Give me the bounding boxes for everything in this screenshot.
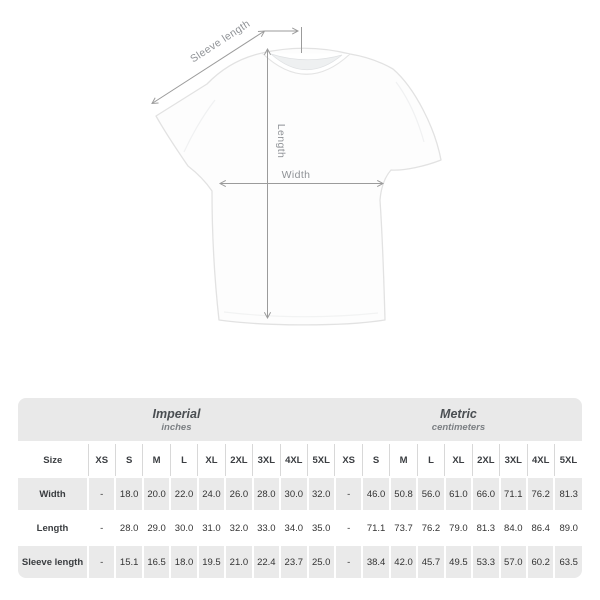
width-label: Width	[282, 169, 311, 181]
size-col-header: 2XL	[471, 442, 500, 477]
measurement-value-cell: 76.2	[525, 476, 555, 511]
size-col-header: XL	[197, 442, 226, 477]
measurement-row-label: Sleeve length	[18, 544, 88, 578]
size-col-header: XL	[444, 442, 473, 477]
metric-title: Metric	[440, 406, 477, 421]
size-col-header: 4XL	[526, 442, 555, 477]
measurement-value-cell: 28.0	[114, 510, 143, 545]
measurement-value-cell: -	[86, 476, 116, 511]
measurement-value-cell: 32.0	[224, 510, 253, 545]
sleeve-length-arrow	[151, 27, 302, 105]
measurement-row: Length -28.0 29.0 30.0 31.0 32.0 33.0 34.0 35.0-…	[18, 510, 582, 545]
measurement-value-cell: 61.0	[443, 476, 473, 511]
measurement-value-cell: 22.0	[169, 476, 198, 511]
size-col-header: M	[142, 442, 171, 477]
measurement-value-cell: 19.5	[196, 544, 226, 578]
measurement-value-cell: 33.0	[251, 510, 281, 545]
size-col-header: XS	[87, 442, 116, 477]
measurement-value-cell: 31.0	[196, 510, 226, 545]
size-col-header: M	[389, 442, 418, 477]
size-col-header: S	[361, 442, 390, 477]
measurement-value-cell: 45.7	[416, 544, 445, 578]
measurement-value-cell: 50.8	[388, 476, 418, 511]
measurement-value-cell: -	[86, 510, 116, 545]
size-table: Imperial inches Metric centimeters Size …	[18, 398, 582, 578]
measurement-value-cell: 84.0	[498, 510, 527, 545]
size-column-header: Size	[18, 442, 88, 477]
measurement-value-cell: 60.2	[525, 544, 555, 578]
measurement-row: Sleeve length -15.1 16.5 18.0 19.5 21.0 22.4 23…	[18, 544, 582, 578]
measurement-value-cell: 20.0	[141, 476, 171, 511]
measurement-value-cell: 26.0	[224, 476, 253, 511]
measurement-row: Width -18.0 20.0 22.0 24.0 26.0 28.0 30.0 32.0-4…	[18, 476, 582, 511]
size-col-header: 3XL	[499, 442, 527, 477]
measurement-value-cell: 89.0	[553, 510, 582, 545]
size-col-header: 3XL	[252, 442, 281, 477]
measurement-value-cell: 15.1	[114, 544, 143, 578]
measurement-value-cell: 18.0	[114, 476, 143, 511]
size-col-header: 4XL	[279, 442, 308, 477]
measurement-value-cell: 66.0	[471, 476, 500, 511]
measurement-value-cell: 32.0	[306, 476, 335, 511]
measurement-value-cell: 18.0	[169, 544, 198, 578]
measurement-value-cell: 34.0	[279, 510, 308, 545]
measurement-value-cell: 73.7	[388, 510, 418, 545]
measurement-value-cell: 24.0	[196, 476, 226, 511]
measurement-value-cell: 86.4	[525, 510, 555, 545]
measurement-value-cell: -	[86, 544, 116, 578]
measurement-value-cell: 22.4	[251, 544, 281, 578]
measurement-value-cell: -	[333, 476, 363, 511]
measurement-value-cell: 53.3	[471, 544, 500, 578]
length-label: Length	[275, 124, 287, 159]
measurement-value-cell: 42.0	[388, 544, 418, 578]
measurement-value-cell: 46.0	[361, 476, 390, 511]
measurement-value-cell: 79.0	[443, 510, 473, 545]
collar-opening	[270, 53, 343, 71]
size-col-header: L	[169, 442, 198, 477]
measurement-value-cell: 38.4	[361, 544, 390, 578]
metric-group-header: Metric centimeters	[334, 398, 582, 444]
measurement-value-cell: 29.0	[141, 510, 171, 545]
measurement-value-cell: 71.1	[361, 510, 390, 545]
tshirt-image	[155, 47, 442, 326]
metric-subtitle: centimeters	[431, 421, 486, 433]
measurement-value-cell: 30.0	[169, 510, 198, 545]
size-col-header: 5XL	[306, 442, 335, 477]
measurement-value-cell: 76.2	[416, 510, 445, 545]
size-col-header: XS	[334, 442, 363, 477]
sleeve-length-label: Sleeve length	[188, 18, 252, 66]
measurement-value-cell: 35.0	[306, 510, 335, 545]
imperial-subtitle: inches	[161, 421, 192, 433]
imperial-group-header: Imperial inches	[18, 398, 335, 444]
tshirt-measurement-diagram: Sleeve length Length Width	[151, 18, 442, 326]
size-col-header: 2XL	[224, 442, 253, 477]
measurement-value-cell: 21.0	[224, 544, 253, 578]
measurement-value-cell: 16.5	[141, 544, 171, 578]
measurement-row-label: Length	[18, 510, 88, 545]
unit-group-row: Imperial inches Metric centimeters	[18, 398, 582, 444]
measurement-value-cell: 49.5	[443, 544, 473, 578]
measurement-value-cell: 30.0	[279, 476, 308, 511]
measurement-value-cell: 57.0	[498, 544, 527, 578]
measurement-value-cell: 81.3	[553, 476, 582, 511]
size-col-header: L	[416, 442, 445, 477]
measurement-value-cell: 56.0	[416, 476, 445, 511]
measurement-value-cell: 71.1	[498, 476, 527, 511]
measurement-value-cell: 81.3	[471, 510, 500, 545]
measurement-value-cell: 28.0	[251, 476, 281, 511]
measurement-row-label: Width	[18, 476, 88, 511]
size-col-header: S	[114, 442, 143, 477]
size-header-row: Size XS S M L XL 2XL 3XL 4XL 5XL XS S M L XL 2XL 3XL 4XL…	[18, 442, 582, 477]
measurement-value-cell: 63.5	[553, 544, 582, 578]
measurement-value-cell: -	[333, 510, 363, 545]
size-table-grid: Imperial inches Metric centimeters Size …	[18, 398, 582, 578]
measurement-value-cell: 25.0	[306, 544, 335, 578]
size-col-header: 5XL	[553, 442, 582, 477]
measurement-value-cell: 23.7	[279, 544, 308, 578]
imperial-title: Imperial	[152, 406, 201, 421]
measurement-value-cell: -	[333, 544, 363, 578]
